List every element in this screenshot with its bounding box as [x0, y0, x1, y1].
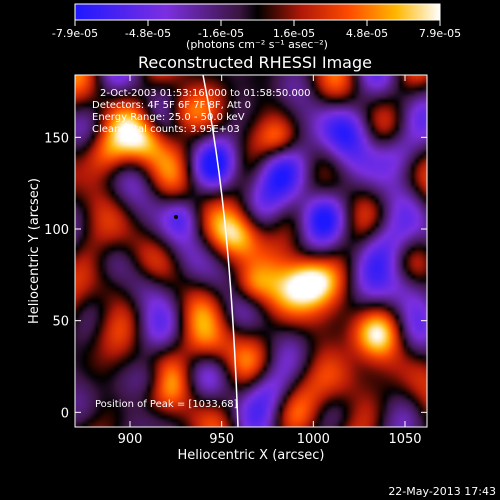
y-tick-label: 0	[61, 406, 69, 421]
y-tick-label: 100	[44, 223, 69, 238]
y-axis-ticks: 0 50 100 150	[44, 131, 427, 421]
info-line-1: 2-Oct-2003 01:53:16.000 to 01:58:50.000	[100, 88, 311, 99]
colorbar-ticks: -7.9e-05 -4.8e-05 -1.6e-05 1.6e-05 4.8e-05 7.…	[52, 20, 461, 40]
y-tick-label: 50	[52, 315, 69, 330]
y-axis-label: Heliocentric Y (arcsec)	[27, 178, 42, 324]
y-tick-label: 150	[44, 131, 69, 146]
solar-limb	[202, 75, 239, 427]
colorbar-tick-label: 4.8e-05	[346, 27, 388, 40]
colorbar-tick-label: -4.8e-05	[125, 27, 171, 40]
x-axis-ticks: 900 950 1000 1050	[118, 75, 422, 447]
peak-marker	[174, 215, 178, 219]
info-line-2: Detectors: 4F 5F 6F 7F 8F, Att 0	[92, 100, 251, 111]
x-tick-label: 900	[118, 432, 143, 447]
info-line-3: Energy Range: 25.0 - 50.0 keV	[92, 112, 245, 123]
heatmap-image	[75, 75, 427, 427]
colorbar	[74, 3, 441, 21]
colorbar-tick-label: -1.6e-05	[198, 27, 244, 40]
colorbar-tick-label: 1.6e-05	[273, 27, 315, 40]
colorbar-tick-label: -7.9e-05	[52, 27, 98, 40]
plot-frame	[74, 74, 428, 428]
footer-timestamp: 22-May-2013 17:43	[388, 485, 496, 498]
info-line-4: Clean Total counts: 3.95E+03	[92, 124, 240, 135]
observation-info: 2-Oct-2003 01:53:16.000 to 01:58:50.000 …	[92, 88, 311, 135]
colorbar-label: (photons cm⁻² s⁻¹ asec⁻²)	[186, 38, 328, 51]
x-tick-label: 950	[209, 432, 234, 447]
x-tick-label: 1050	[388, 432, 421, 447]
colorbar-tick-label: 7.9e-05	[419, 27, 461, 40]
peak-label: Position of Peak = [1033,68]	[95, 399, 238, 410]
x-axis-label: Heliocentric X (arcsec)	[178, 448, 325, 463]
x-tick-label: 1000	[297, 432, 330, 447]
chart-title: Reconstructed RHESSI Image	[138, 53, 372, 72]
